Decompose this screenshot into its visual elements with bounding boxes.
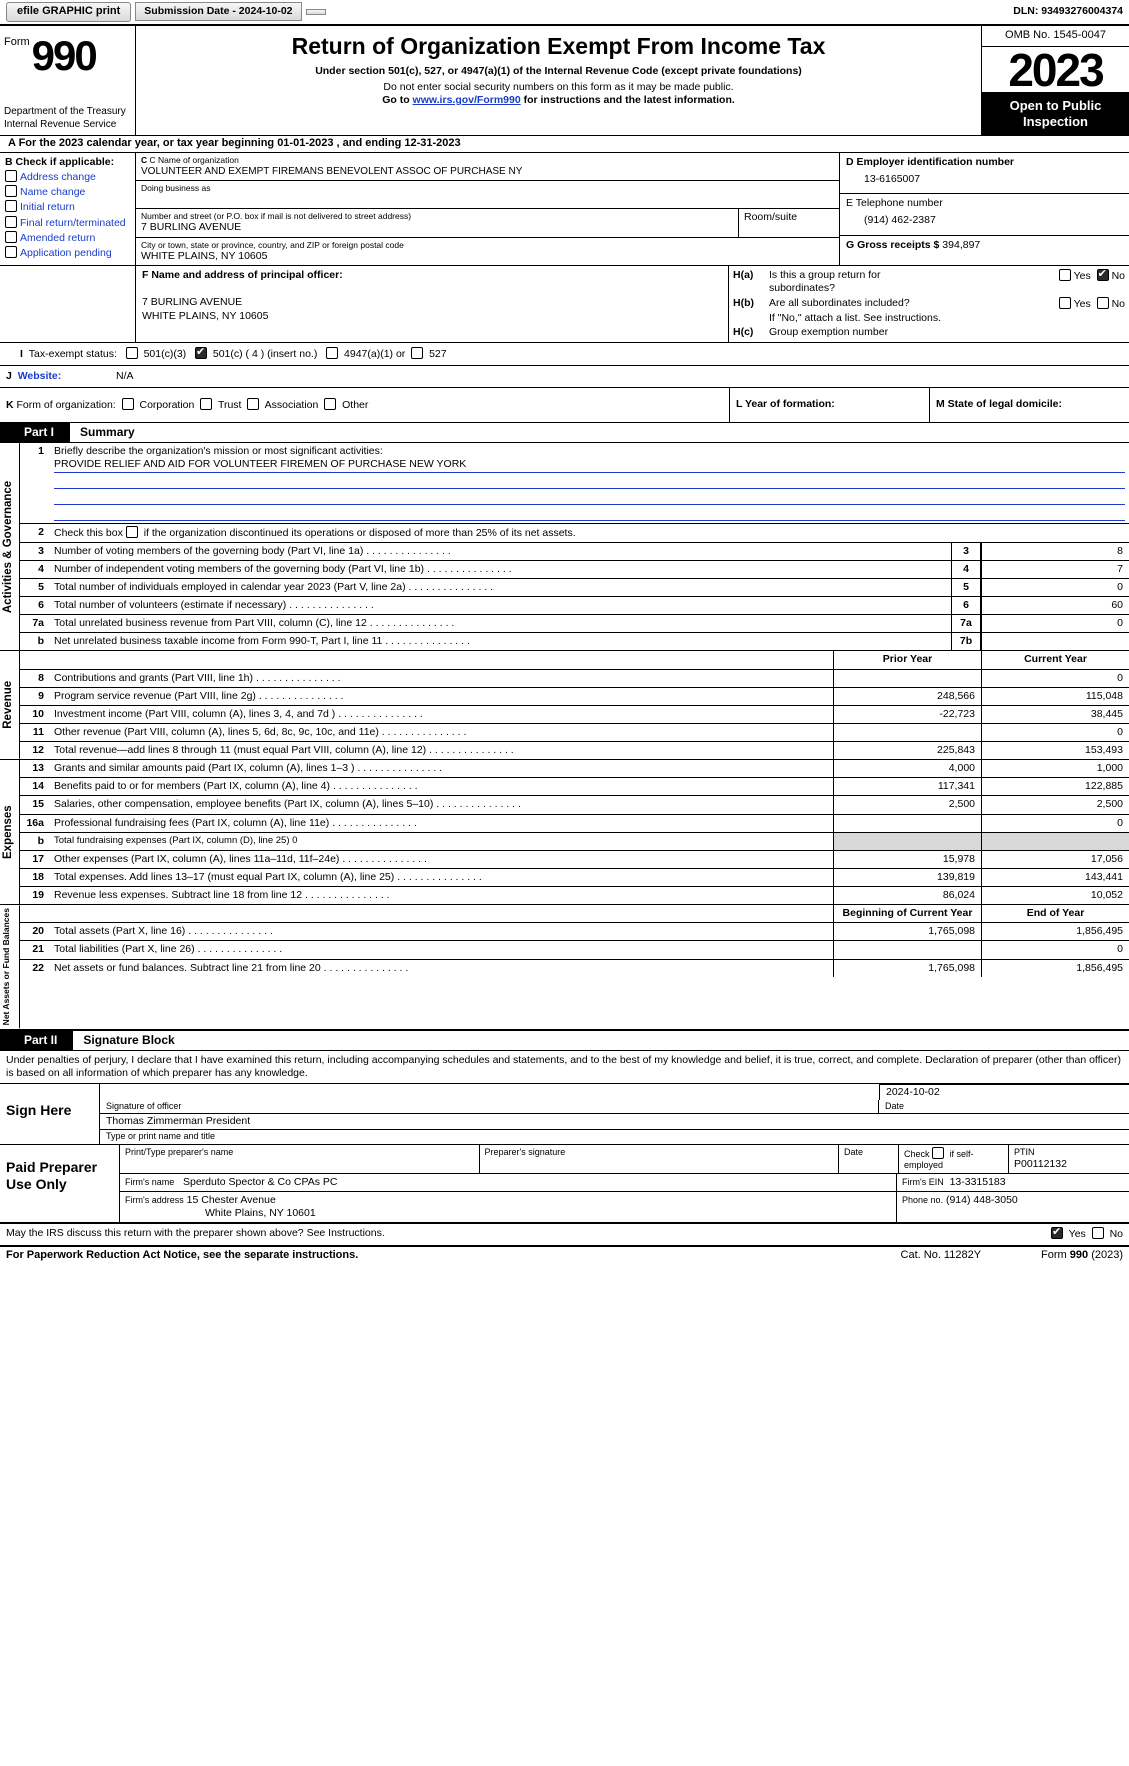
gov-row: 6 Total number of volunteers (estimate i… (20, 596, 1129, 614)
paid-preparer: Paid Preparer Use Only Print/Type prepar… (0, 1145, 1129, 1224)
form-title: Return of Organization Exempt From Incom… (142, 32, 975, 61)
room-label: Room/suite (744, 211, 834, 224)
exp-row: 19 Revenue less expenses. Subtract line … (20, 886, 1129, 904)
gov-row: 5 Total number of individuals employed i… (20, 578, 1129, 596)
form-word: Form (4, 30, 30, 50)
footer: For Paperwork Reduction Act Notice, see … (0, 1247, 1129, 1265)
rev-row: 8 Contributions and grants (Part VIII, l… (20, 670, 1129, 687)
ein: 13-6165007 (846, 169, 1123, 190)
form-subtitle3: Go to www.irs.gov/Form990 for instructio… (142, 94, 975, 107)
block-b-c-d: B Check if applicable: Address change Na… (0, 153, 1129, 266)
form-subtitle2: Do not enter social security numbers on … (142, 81, 975, 94)
chk-527[interactable] (411, 347, 423, 359)
website: N/A (116, 370, 134, 383)
ein-label: D Employer identification number (846, 156, 1123, 169)
part2-header: Part II Signature Block (0, 1031, 1129, 1051)
chk-501c3[interactable] (126, 347, 138, 359)
gov-row: b Net unrelated business taxable income … (20, 632, 1129, 650)
officer-name: Thomas Zimmerman President (100, 1114, 1129, 1129)
officer-addr1: 7 BURLING AVENUE (142, 296, 722, 309)
officer-label: F Name and address of principal officer: (142, 269, 722, 282)
type-name-lbl: Type or print name and title (100, 1130, 1129, 1143)
sig-officer-lbl: Signature of officer (100, 1100, 879, 1113)
dept: Department of the TreasuryInternal Reven… (4, 106, 131, 131)
tax-year: 2023 (982, 47, 1129, 93)
tel: (914) 462-2387 (846, 210, 1123, 231)
efile-button[interactable]: efile GRAPHIC print (6, 2, 131, 22)
sig-date-lbl: Date (879, 1100, 1129, 1113)
tel-label: E Telephone number (846, 197, 1123, 210)
gross-receipts: 394,897 (942, 239, 980, 251)
net-row: 20 Total assets (Part X, line 16) 1,765,… (20, 923, 1129, 940)
exp-row: 13 Grants and similar amounts paid (Part… (20, 760, 1129, 777)
block-f-h: F Name and address of principal officer:… (0, 266, 1129, 343)
mission: PROVIDE RELIEF AND AID FOR VOLUNTEER FIR… (54, 458, 1125, 472)
gov-row: 3 Number of voting members of the govern… (20, 542, 1129, 560)
firm-name: Sperduto Spector & Co CPAs PC (183, 1176, 337, 1188)
gov-row: 7a Total unrelated business revenue from… (20, 614, 1129, 632)
org-name: VOLUNTEER AND EXEMPT FIREMANS BENEVOLENT… (141, 166, 834, 179)
irs-link[interactable]: www.irs.gov/Form990 (413, 94, 521, 106)
rev-row: 12 Total revenue—add lines 8 through 11 … (20, 741, 1129, 759)
section-governance: Activities & Governance 1 Briefly descri… (0, 443, 1129, 651)
dln: DLN: 93493276004374 (1013, 5, 1123, 18)
sign-here: Sign Here 2024-10-02 Signature of office… (0, 1084, 1129, 1145)
exp-row: 14 Benefits paid to or for members (Part… (20, 777, 1129, 795)
form-number: 990 (32, 30, 96, 83)
submission-date: Submission Date - 2024-10-02 (135, 2, 301, 21)
section-expenses: Expenses 13 Grants and similar amounts p… (0, 760, 1129, 905)
dba-label: Doing business as (141, 183, 834, 194)
sig-intro: Under penalties of perjury, I declare th… (0, 1051, 1129, 1084)
form-header: Form 990 Department of the TreasuryInter… (0, 26, 1129, 137)
row-a-taxyear: A For the 2023 calendar year, or tax yea… (0, 136, 1129, 153)
exp-row: 15 Salaries, other compensation, employe… (20, 795, 1129, 813)
ptin: P00112132 (1014, 1158, 1124, 1171)
rev-row: 10 Investment income (Part VIII, column … (20, 705, 1129, 723)
exp-row: 16a Professional fundraising fees (Part … (20, 814, 1129, 832)
row-k: K Form of organization: Corporation Trus… (0, 388, 1129, 423)
chk-address-change[interactable]: Address change (5, 170, 130, 184)
ha-yesno[interactable]: Yes No (1059, 269, 1125, 283)
chk-amended-return[interactable]: Amended return (5, 231, 130, 245)
gov-row: 4 Number of independent voting members o… (20, 560, 1129, 578)
rev-row: 11 Other revenue (Part VIII, column (A),… (20, 723, 1129, 741)
net-row: 22 Net assets or fund balances. Subtract… (20, 959, 1129, 977)
chk-4947[interactable] (326, 347, 338, 359)
chk-initial-return[interactable]: Initial return (5, 200, 130, 214)
chk-name-change[interactable]: Name change (5, 185, 130, 199)
firm-ein: 13-3315183 (950, 1176, 1006, 1188)
chk-501c[interactable] (195, 347, 207, 359)
exp-row: 17 Other expenses (Part IX, column (A), … (20, 850, 1129, 868)
b-header: B Check if applicable: (5, 156, 130, 169)
officer-addr2: WHITE PLAINS, NY 10605 (142, 310, 722, 323)
sig-date: 2024-10-02 (879, 1084, 1129, 1100)
hb-yesno[interactable]: Yes No (1059, 297, 1125, 311)
row-i-tax-status: I Tax-exempt status: 501(c)(3) 501(c) ( … (0, 343, 1129, 366)
exp-row: b Total fundraising expenses (Part IX, c… (20, 832, 1129, 850)
topbar: efile GRAPHIC print Submission Date - 20… (0, 0, 1129, 24)
city-label: City or town, state or province, country… (141, 240, 834, 251)
section-revenue: Revenue b Prior Year Current Year 8 Cont… (0, 651, 1129, 760)
form-subtitle1: Under section 501(c), 527, or 4947(a)(1)… (142, 65, 975, 78)
public-inspection: Open to Public Inspection (982, 93, 1129, 136)
prep-phone: (914) 448-3050 (946, 1194, 1018, 1206)
addr-label: Number and street (or P.O. box if mail i… (141, 211, 733, 222)
spacer (306, 9, 326, 15)
addr: 7 BURLING AVENUE (141, 221, 733, 234)
row-j-website: J Website: N/A (0, 366, 1129, 388)
exp-row: 18 Total expenses. Add lines 13–17 (must… (20, 868, 1129, 886)
city: WHITE PLAINS, NY 10605 (141, 250, 834, 263)
net-row: 21 Total liabilities (Part X, line 26) 0 (20, 940, 1129, 958)
discuss-row: May the IRS discuss this return with the… (0, 1223, 1129, 1246)
section-net-assets: Net Assets or Fund Balances Beginning of… (0, 905, 1129, 1030)
part1-header: Part I Summary (0, 423, 1129, 443)
rev-row: 9 Program service revenue (Part VIII, li… (20, 687, 1129, 705)
chk-application-pending[interactable]: Application pending (5, 246, 130, 260)
chk-final-return[interactable]: Final return/terminated (5, 216, 130, 230)
